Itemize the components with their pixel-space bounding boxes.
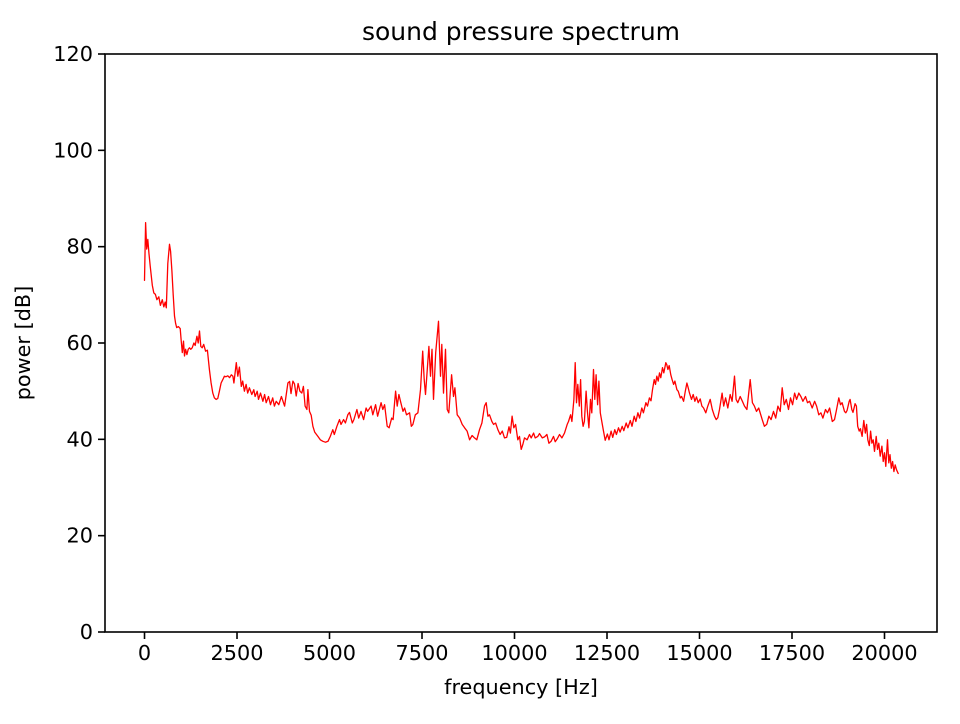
chart-title: sound pressure spectrum — [362, 17, 680, 46]
plot-border — [104, 53, 938, 633]
x-tick-label: 15000 — [666, 641, 732, 665]
x-tick-label: 10000 — [481, 641, 547, 665]
y-tick-label: 20 — [67, 524, 93, 548]
y-axis: 0 20 40 60 80 100 120 — [53, 42, 105, 644]
x-tick-label: 12500 — [574, 641, 640, 665]
x-axis-label: frequency [Hz] — [444, 675, 598, 699]
x-tick-label: 2500 — [211, 641, 264, 665]
y-tick-label: 40 — [67, 427, 93, 451]
spectrum-line — [143, 221, 899, 475]
x-tick-label: 7500 — [396, 641, 449, 665]
y-axis-label: power [dB] — [11, 286, 35, 401]
x-axis: 0 2500 5000 7500 10000 12500 15000 17500 20000 — [138, 632, 918, 665]
x-tick-label: 20000 — [851, 641, 917, 665]
y-tick-label: 80 — [67, 235, 93, 259]
y-tick-label: 120 — [53, 42, 93, 66]
y-tick-label: 100 — [53, 138, 93, 162]
x-tick-label: 0 — [138, 641, 151, 665]
x-tick-label: 17500 — [759, 641, 825, 665]
x-tick-label: 5000 — [303, 641, 356, 665]
y-tick-label: 60 — [67, 331, 93, 355]
y-tick-label: 0 — [80, 620, 93, 644]
